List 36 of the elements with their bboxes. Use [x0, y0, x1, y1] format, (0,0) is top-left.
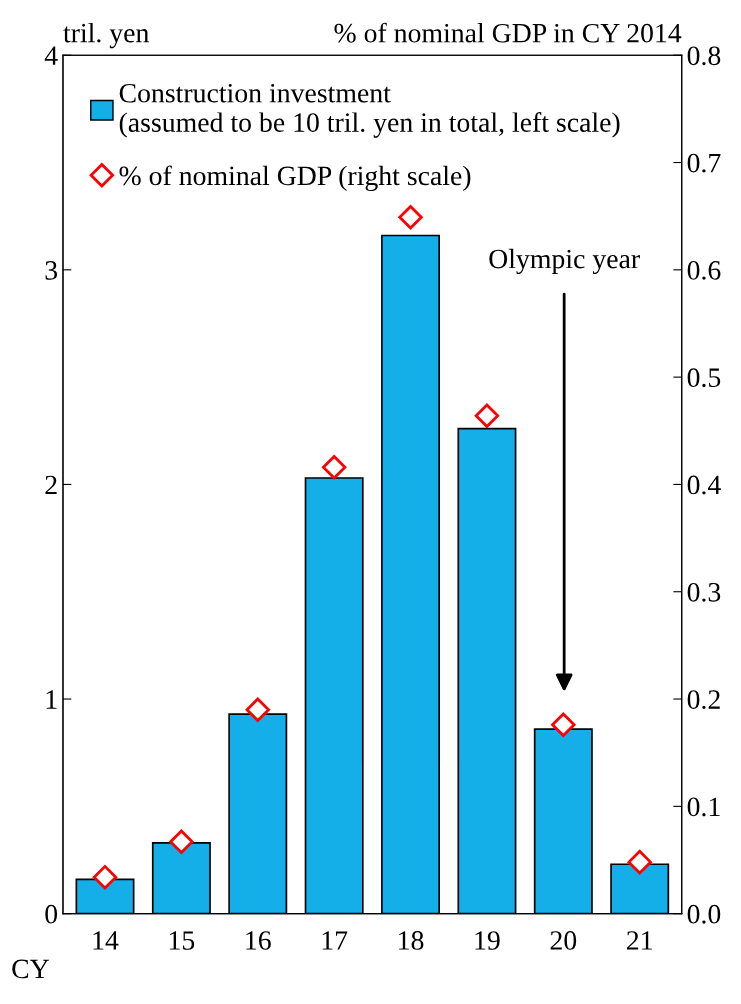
y2-tick-label: 0.5 [687, 368, 721, 388]
x-tick-label: 19 [475, 931, 500, 950]
x-tick-label: 16 [246, 931, 271, 950]
y2-tick-label: 0.2 [687, 690, 720, 710]
y2-tick-label: 0.3 [687, 582, 721, 602]
y-tick-label: 4 [44, 46, 58, 65]
y-tick-label: 1 [46, 690, 57, 709]
point [398, 205, 423, 230]
point [551, 712, 576, 737]
y-tick-label: 2 [45, 475, 57, 495]
y2-tick-label: 0.6 [687, 260, 721, 280]
y2-tick-label: 0.7 [687, 153, 721, 173]
y-tick-label: 3 [45, 261, 58, 280]
legend-label: Construction investment (assumed to be 10 tril. yen in total, left scale) [119, 83, 620, 138]
x-tick-label: 15 [169, 931, 195, 950]
y2-tick-label: 0.8 [687, 46, 721, 66]
x-tick-label: 18 [399, 931, 424, 950]
point [321, 455, 347, 480]
x-axis-title: CY [12, 959, 49, 979]
y2-axis-title: % of nominal GDP in CY 2014 [334, 22, 682, 43]
x-tick-label: 20 [550, 931, 577, 950]
point [474, 403, 500, 428]
point [92, 864, 118, 890]
y2-tick-label: 0.4 [687, 475, 721, 495]
point [169, 829, 194, 854]
point [627, 849, 652, 875]
x-tick-label: 21 [627, 931, 652, 950]
y-axis-title: tril. yen [63, 22, 149, 49]
point [245, 697, 270, 722]
y2-tick-label: 0.0 [687, 904, 721, 924]
x-tick-label: 17 [322, 931, 348, 950]
legend-label: % of nominal GDP (right scale) [119, 165, 471, 191]
annotation: Olympic year [489, 248, 640, 275]
x-tick-label: 14 [93, 931, 119, 950]
y2-tick-label: 0.1 [687, 797, 720, 817]
y-tick-label: 0 [45, 904, 58, 924]
